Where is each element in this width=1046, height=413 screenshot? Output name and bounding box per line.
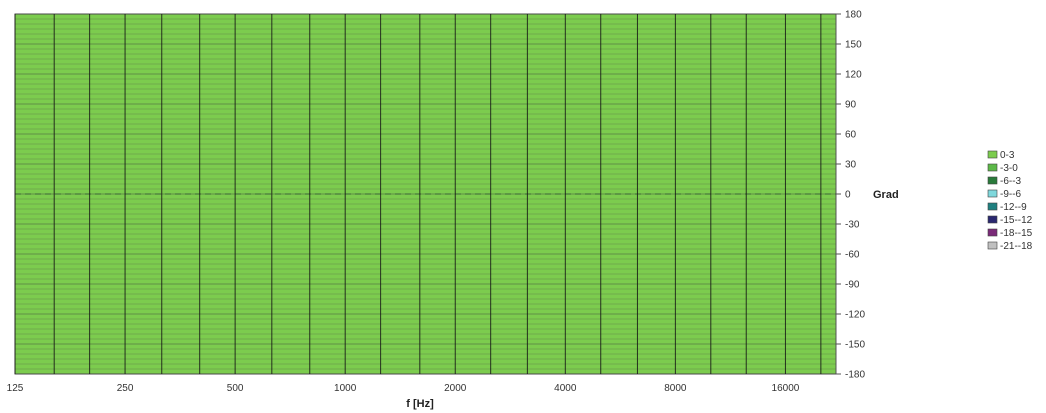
y-tick-label: -150 — [845, 340, 865, 351]
y-tick-label: -60 — [845, 250, 860, 261]
x-tick-label: 500 — [227, 383, 244, 394]
legend-swatch — [987, 189, 998, 198]
horizontal-gridlines — [15, 13, 836, 375]
legend-label: -12--9 — [1000, 202, 1027, 213]
x-tick-label: 4000 — [554, 383, 577, 394]
y-tick-label: 30 — [845, 160, 857, 171]
legend-swatch — [987, 176, 998, 185]
y-tick-label: -90 — [845, 280, 860, 291]
vertical-gridlines — [14, 14, 822, 374]
y-axis-ticks: 180 150 120 90 60 30 0 -30 -60 -90 -120 -150 -180 — [836, 10, 865, 381]
y-tick-label: 150 — [845, 40, 862, 51]
x-tick-label: 125 — [7, 383, 24, 394]
legend-swatch — [987, 215, 998, 224]
legend-label: -21--18 — [1000, 241, 1033, 252]
legend-label: -6--3 — [1000, 176, 1022, 187]
x-axis-ticks: 125 250 500 1000 2000 4000 8000 16000 — [7, 383, 800, 394]
legend-swatch — [987, 163, 998, 172]
x-tick-label: 16000 — [772, 383, 800, 394]
legend-label: -15--12 — [1000, 215, 1033, 226]
legend-label: -3-0 — [1000, 163, 1018, 174]
x-tick-label: 2000 — [444, 383, 467, 394]
legend-label: -9--6 — [1000, 189, 1022, 200]
x-axis-title: f [Hz] — [406, 398, 434, 410]
legend-swatch — [987, 202, 998, 211]
legend-swatch — [987, 241, 998, 250]
y-tick-label: -120 — [845, 310, 865, 321]
y-tick-label: -30 — [845, 220, 860, 231]
y-tick-label: 120 — [845, 70, 862, 81]
y-tick-label: 90 — [845, 100, 857, 111]
x-tick-label: 1000 — [334, 383, 357, 394]
x-tick-label: 250 — [117, 383, 134, 394]
legend-label: 0-3 — [1000, 150, 1015, 161]
legend: 0-3 -3-0 -6--3 -9--6 -12--9 -15--12 -18--15 -21… — [987, 150, 1033, 252]
y-tick-label: 60 — [845, 130, 857, 141]
y-tick-label: 180 — [845, 10, 862, 21]
y-tick-label: 0 — [845, 190, 851, 201]
x-tick-label: 8000 — [664, 383, 687, 394]
legend-swatch — [987, 228, 998, 237]
y-tick-label: -180 — [845, 370, 865, 381]
y-axis-title: Grad — [873, 189, 899, 201]
legend-label: -18--15 — [1000, 228, 1033, 239]
legend-swatch — [987, 150, 998, 159]
